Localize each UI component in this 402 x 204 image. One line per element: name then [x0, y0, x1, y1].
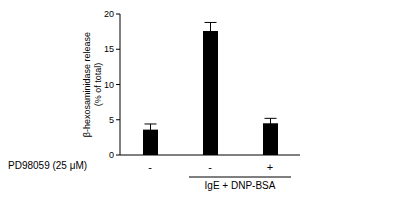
svg-text:15: 15: [104, 44, 114, 54]
svg-text:20: 20: [104, 9, 114, 19]
svg-text:5: 5: [109, 115, 114, 125]
svg-text:-: -: [208, 161, 212, 173]
svg-text:β-hexosaminidase release: β-hexosaminidase release: [82, 32, 92, 137]
svg-text:IgE + DNP-BSA: IgE + DNP-BSA: [205, 180, 276, 191]
svg-text:10: 10: [104, 80, 114, 90]
svg-text:+: +: [267, 161, 273, 173]
svg-text:-: -: [148, 161, 152, 173]
svg-text:PD98059 (25 μM): PD98059 (25 μM): [8, 160, 87, 171]
svg-text:(% of total): (% of total): [93, 63, 103, 107]
svg-text:0: 0: [109, 150, 114, 160]
